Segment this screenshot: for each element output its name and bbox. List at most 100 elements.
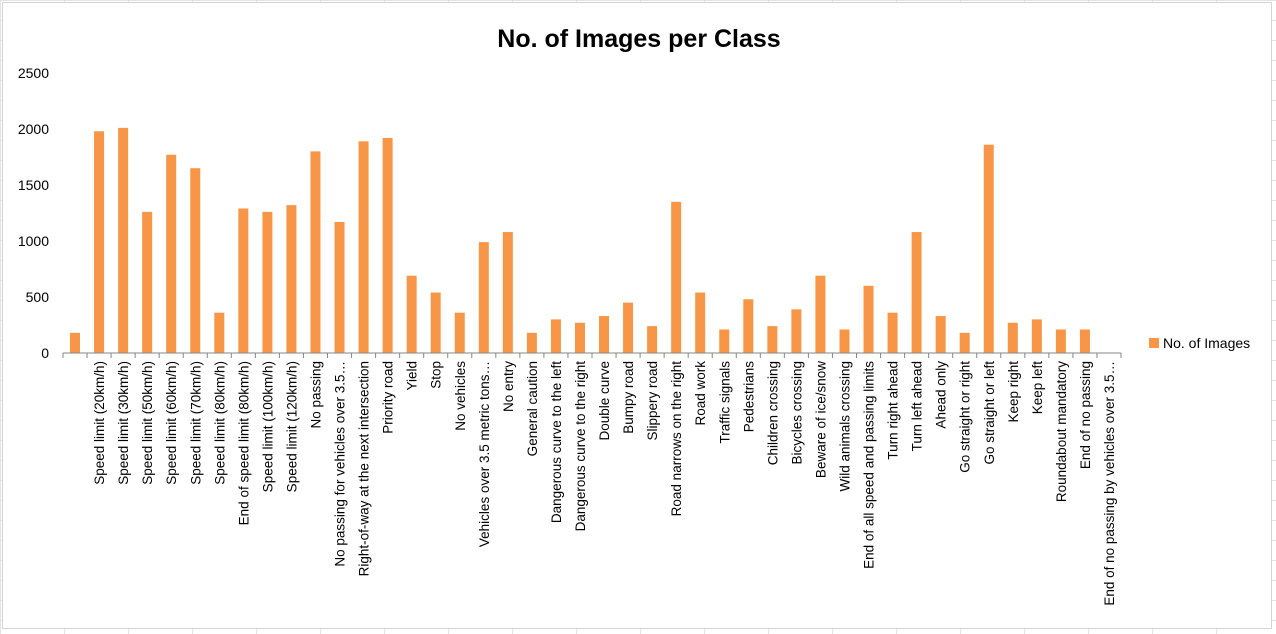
x-axis-ticks — [62, 353, 1122, 358]
x-category-label: Stop — [429, 361, 444, 389]
x-category-label: No passing — [308, 361, 323, 429]
bar — [214, 312, 225, 353]
bar — [286, 205, 297, 353]
y-tick-label: 0 — [41, 345, 49, 361]
x-category-label: Turn right ahead — [886, 361, 901, 460]
bar — [142, 211, 153, 353]
x-category-label: Speed limit (80km/h) — [212, 361, 227, 485]
x-category-label: Dangerous curve to the left — [549, 361, 564, 523]
bar — [1055, 329, 1066, 353]
bar — [887, 312, 898, 353]
y-tick-label: 500 — [26, 289, 50, 305]
x-category-label: No vehicles — [453, 361, 468, 431]
legend: No. of Images — [1149, 335, 1250, 351]
x-category-label: Speed limit (100km/h) — [260, 361, 275, 492]
bar — [815, 275, 826, 353]
bar — [671, 201, 682, 353]
bar — [310, 151, 321, 353]
bar — [118, 127, 129, 353]
x-category-label: Keep right — [1006, 361, 1021, 423]
x-category-label: No passing for vehicles over 3.5… — [333, 361, 348, 567]
bar — [911, 232, 922, 353]
x-category-label: Turn left ahead — [910, 361, 925, 451]
bar — [695, 292, 706, 353]
bar-chart: No. of Images per Class 0 500 1000 1500 2000… — [18, 25, 1250, 606]
x-category-label: Roundabout mandatory — [1054, 361, 1069, 502]
x-category-label: Double curve — [597, 361, 612, 441]
bar — [1031, 319, 1042, 353]
bar — [574, 322, 585, 353]
x-category-label: Keep left — [1030, 361, 1045, 415]
bar — [719, 329, 730, 353]
y-tick-label: 2000 — [18, 121, 49, 137]
x-category-label: Beware of ice/snow — [813, 361, 828, 478]
bar — [502, 232, 513, 353]
bar — [430, 292, 441, 353]
x-category-label: Speed limit (70km/h) — [188, 361, 203, 485]
bar — [623, 302, 634, 353]
chart-title: No. of Images per Class — [497, 25, 780, 53]
legend-swatch — [1149, 338, 1159, 348]
bar — [767, 326, 778, 353]
bar — [1007, 322, 1018, 353]
bar — [166, 154, 177, 353]
x-category-label: Children crossing — [765, 361, 780, 465]
x-category-label: No entry — [501, 361, 516, 412]
x-category-label: Slippery road — [645, 361, 660, 441]
bar — [358, 141, 369, 353]
y-tick-label: 1000 — [18, 233, 49, 249]
x-category-label: Speed limit (50km/h) — [140, 361, 155, 485]
x-category-label: Traffic signals — [717, 361, 732, 444]
bar — [935, 316, 946, 353]
x-category-label: End of no passing by vehicles over 3.5… — [1102, 361, 1117, 606]
bar — [406, 275, 417, 353]
bar — [1079, 329, 1090, 353]
legend-label: No. of Images — [1163, 335, 1250, 351]
x-category-label: Road narrows on the right — [669, 361, 684, 517]
x-category-label: Yield — [405, 361, 420, 391]
x-category-label: Road work — [693, 361, 708, 426]
bar — [647, 326, 658, 353]
bar — [334, 221, 345, 353]
bar — [959, 332, 970, 353]
bar — [478, 242, 489, 353]
bar — [526, 332, 537, 353]
bar — [550, 319, 561, 353]
x-category-label: Pedestrians — [741, 361, 756, 433]
x-category-label: General caution — [525, 361, 540, 456]
bar — [863, 285, 874, 353]
x-category-label: End of no passing — [1078, 361, 1093, 469]
bar — [599, 316, 610, 353]
x-category-label: Bicycles crossing — [789, 361, 804, 465]
bar — [190, 168, 201, 353]
y-axis-tick-labels: 0 500 1000 1500 2000 2500 — [18, 65, 49, 361]
x-category-label: Vehicles over 3.5 metric tons… — [477, 361, 492, 547]
y-tick-label: 1500 — [18, 177, 49, 193]
x-category-label: Dangerous curve to the right — [573, 361, 588, 532]
x-category-label: Right-of-way at the next intersection — [357, 361, 372, 576]
bar — [262, 211, 273, 353]
bar — [454, 312, 465, 353]
bar — [238, 208, 249, 353]
x-category-label: Wild animals crossing — [837, 361, 852, 492]
x-category-label: Speed limit (60km/h) — [164, 361, 179, 485]
x-category-label: Go straight or right — [958, 361, 973, 473]
y-tick-label: 2500 — [18, 65, 49, 81]
x-category-label: Speed limit (20km/h) — [92, 361, 107, 485]
x-category-label: End of all speed and passing limits — [862, 361, 877, 569]
bar — [94, 131, 105, 353]
x-category-label: Ahead only — [934, 361, 949, 429]
x-category-label: Bumpy road — [621, 361, 636, 434]
x-category-label: Speed limit (120km/h) — [284, 361, 299, 492]
bar-series — [70, 127, 1090, 353]
x-category-label: Priority road — [381, 361, 396, 434]
x-category-label: Go straight or left — [982, 361, 997, 465]
bar — [743, 299, 754, 353]
x-category-label: Speed limit (30km/h) — [116, 361, 131, 485]
x-category-label: End of speed limit (80km/h) — [236, 361, 251, 525]
bar — [839, 329, 850, 353]
bar — [382, 137, 393, 353]
bar — [983, 144, 994, 353]
bar — [791, 309, 802, 353]
